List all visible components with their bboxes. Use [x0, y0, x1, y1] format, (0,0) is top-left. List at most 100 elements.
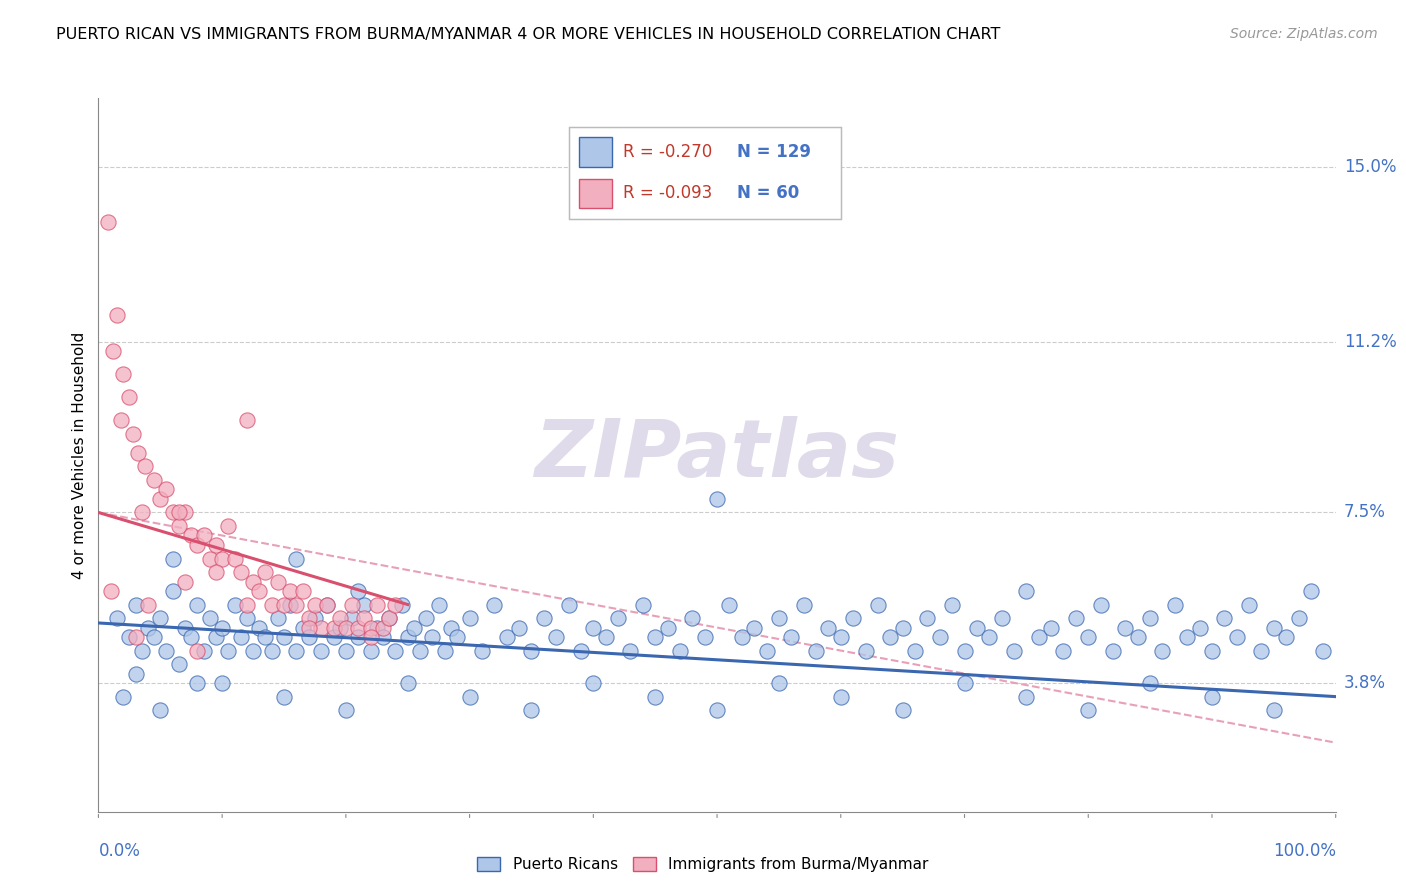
Point	[378, 611, 401, 625]
Point	[1126, 630, 1149, 644]
Point	[595, 630, 617, 644]
Point	[285, 551, 308, 566]
Point	[360, 630, 382, 644]
Point	[131, 506, 153, 520]
Point	[322, 621, 344, 635]
Text: 7.5%: 7.5%	[1344, 503, 1386, 522]
Point	[1288, 611, 1310, 625]
Point	[1237, 598, 1260, 612]
Point	[446, 630, 468, 644]
Point	[755, 643, 778, 657]
Point	[582, 675, 605, 690]
Point	[162, 506, 184, 520]
Point	[768, 611, 790, 625]
Point	[607, 611, 630, 625]
Y-axis label: 4 or more Vehicles in Household: 4 or more Vehicles in Household	[72, 331, 87, 579]
Point	[371, 630, 394, 644]
Point	[1250, 643, 1272, 657]
Point	[1263, 621, 1285, 635]
Point	[582, 621, 605, 635]
Point	[309, 621, 332, 635]
Point	[180, 528, 202, 542]
Point	[384, 598, 406, 612]
Point	[124, 630, 146, 644]
Point	[378, 611, 401, 625]
Point	[198, 551, 221, 566]
Point	[1028, 630, 1050, 644]
Point	[329, 621, 352, 635]
Point	[149, 703, 172, 717]
Bar	[579, 136, 612, 167]
Text: 11.2%: 11.2%	[1344, 333, 1396, 351]
Point	[1152, 643, 1174, 657]
Point	[180, 630, 202, 644]
Point	[247, 621, 270, 635]
Point	[285, 598, 308, 612]
Point	[458, 611, 481, 625]
Point	[842, 611, 865, 625]
Point	[229, 630, 252, 644]
Point	[546, 630, 568, 644]
Point	[619, 643, 641, 657]
Point	[322, 630, 344, 644]
Point	[198, 611, 221, 625]
Point	[112, 368, 135, 382]
Point	[1077, 703, 1099, 717]
Point	[242, 574, 264, 589]
Point	[1002, 643, 1025, 657]
Point	[124, 598, 146, 612]
Point	[186, 598, 208, 612]
Point	[1226, 630, 1249, 644]
Point	[1164, 598, 1187, 612]
Point	[817, 621, 839, 635]
Point	[174, 574, 197, 589]
Point	[1064, 611, 1087, 625]
Point	[143, 630, 166, 644]
Point	[780, 630, 803, 644]
Point	[316, 598, 339, 612]
Point	[891, 621, 914, 635]
Text: Source: ZipAtlas.com: Source: ZipAtlas.com	[1230, 27, 1378, 41]
Point	[304, 598, 326, 612]
Point	[335, 643, 357, 657]
Point	[155, 643, 177, 657]
Point	[340, 611, 363, 625]
Point	[458, 690, 481, 704]
Point	[134, 459, 156, 474]
Point	[1015, 583, 1038, 598]
Point	[422, 630, 444, 644]
Point	[1139, 675, 1161, 690]
Point	[122, 427, 145, 442]
Point	[291, 621, 314, 635]
Point	[508, 621, 530, 635]
Point	[110, 413, 132, 427]
Point	[904, 643, 927, 657]
Point	[186, 643, 208, 657]
Point	[731, 630, 754, 644]
Point	[304, 611, 326, 625]
Point	[335, 703, 357, 717]
Point	[273, 630, 295, 644]
Point	[484, 598, 506, 612]
Point	[520, 643, 543, 657]
Point	[273, 598, 295, 612]
Point	[131, 643, 153, 657]
Point	[855, 643, 877, 657]
Point	[742, 621, 765, 635]
Point	[278, 583, 301, 598]
Point	[706, 491, 728, 506]
Point	[193, 528, 215, 542]
Point	[1312, 643, 1334, 657]
Point	[236, 598, 259, 612]
Point	[1052, 643, 1074, 657]
Point	[990, 611, 1012, 625]
Point	[291, 583, 314, 598]
Point	[1077, 630, 1099, 644]
Point	[103, 344, 125, 359]
Point	[830, 690, 852, 704]
Point	[396, 630, 419, 644]
Point	[205, 538, 228, 552]
Point	[260, 598, 283, 612]
Point	[402, 621, 425, 635]
Point	[631, 598, 654, 612]
